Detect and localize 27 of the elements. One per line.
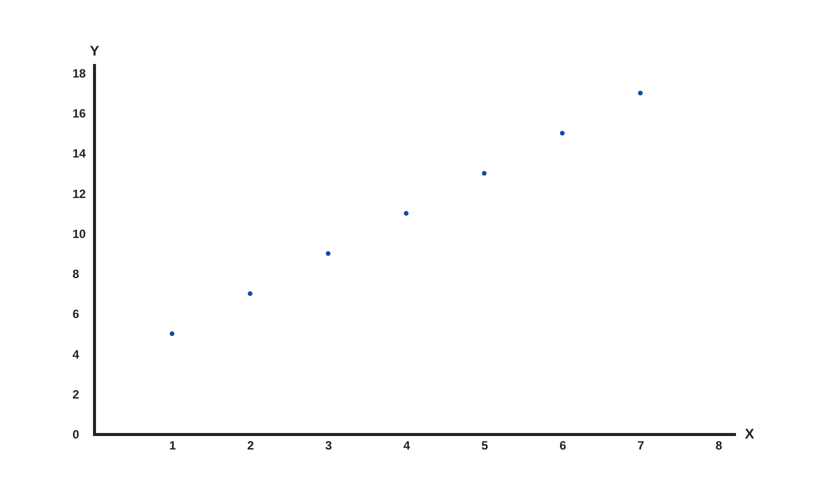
x-tick-label: 2: [247, 438, 254, 452]
point: [560, 130, 565, 136]
y-tick-label: 12: [72, 186, 86, 201]
y-tick-label: 14: [72, 146, 86, 161]
x-tick-label: 4: [403, 438, 410, 452]
point: [482, 170, 487, 176]
x-tick-label: 7: [638, 438, 644, 452]
y-tick-label: 16: [72, 106, 86, 121]
point: [404, 211, 409, 216]
point: [248, 291, 252, 296]
y-axis-title: Y: [90, 42, 100, 58]
x-tick-label: 5: [481, 438, 488, 452]
x-tick-label: 6: [559, 438, 566, 452]
y-tick-label: 10: [72, 226, 86, 241]
x-tick-label: 1: [169, 438, 176, 452]
y-tick-label: 8: [72, 267, 80, 282]
x-tick-label: 3: [325, 438, 332, 452]
point: [170, 331, 174, 336]
point: [326, 251, 330, 256]
x-tick-label: 8: [716, 438, 723, 452]
x-axis-title: X: [744, 426, 755, 442]
y-tick-label: 4: [72, 347, 80, 362]
y-tick-label: 2: [72, 387, 80, 402]
y-tick-label: 18: [72, 66, 86, 81]
point: [638, 90, 643, 96]
y-tick-label: 0: [72, 428, 80, 442]
y-tick-label: 6: [72, 307, 80, 322]
